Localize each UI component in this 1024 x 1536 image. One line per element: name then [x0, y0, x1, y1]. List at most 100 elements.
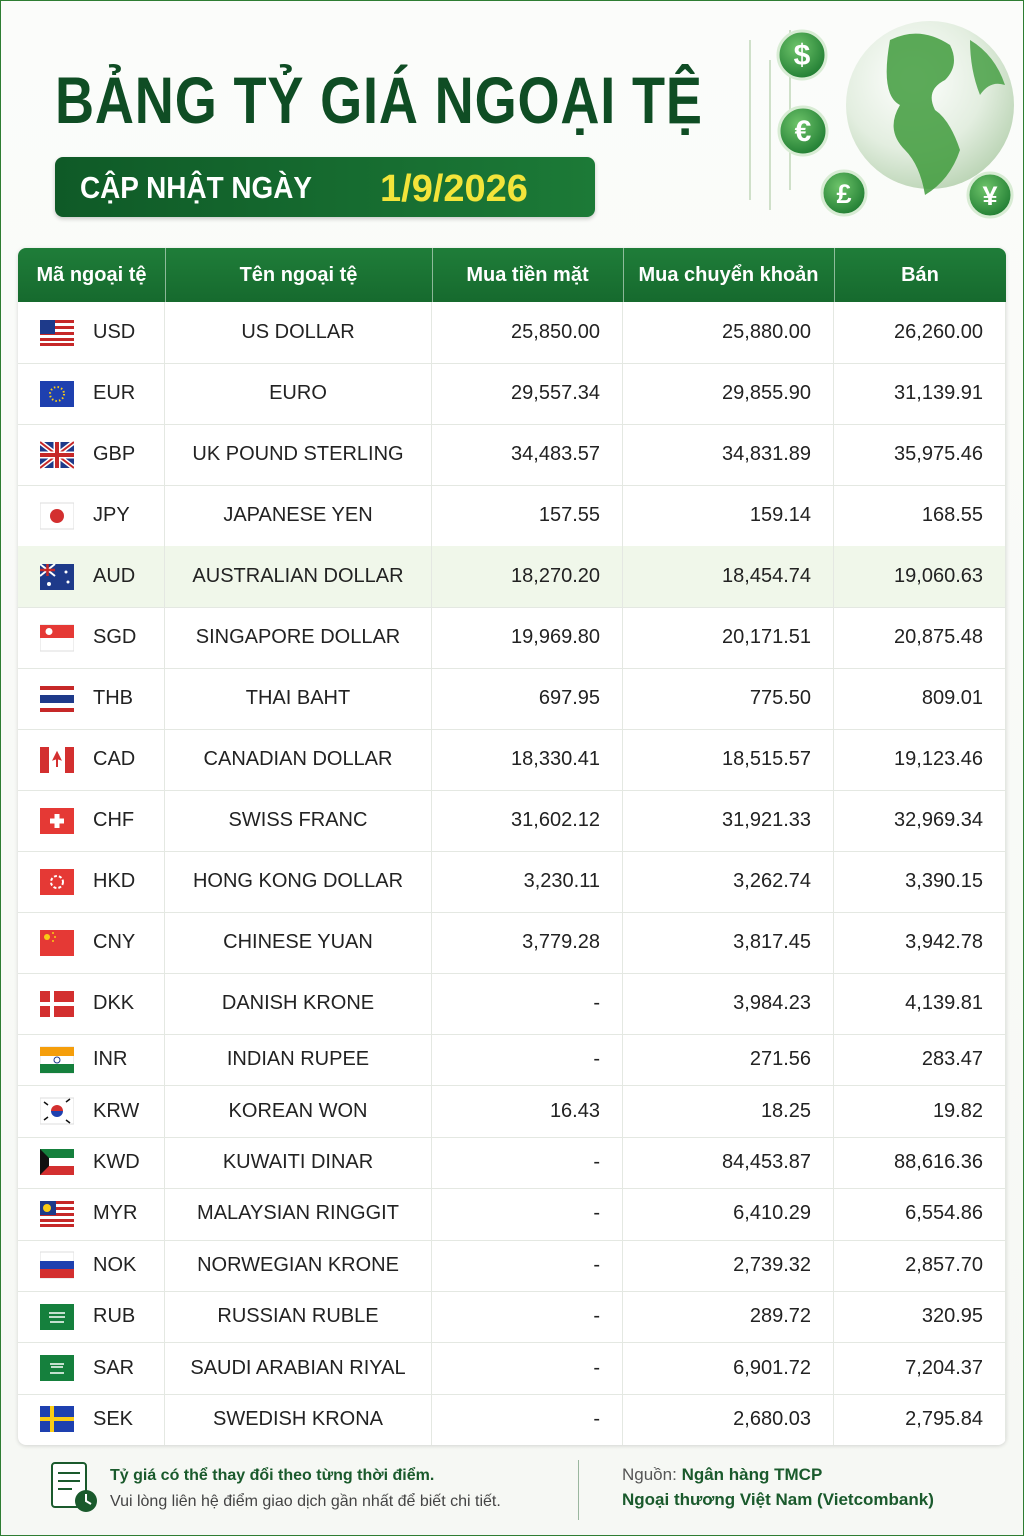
source-label: Nguồn:	[622, 1465, 677, 1484]
table-cell: CHINESE YUAN	[165, 912, 432, 973]
table-row: SGD SINGAPORE DOLLAR 19,969.80 20,171.51 20,…	[18, 607, 1006, 669]
table-cell: 168.55	[834, 485, 1006, 546]
table-cell: -	[432, 1136, 623, 1189]
table-cell: 2,680.03	[623, 1393, 834, 1445]
table-cell: 18,270.20	[432, 546, 623, 607]
table-cell: 29,557.34	[432, 363, 623, 424]
table-row: JPY JAPANESE YEN 157.55 159.14 168.55	[18, 485, 1006, 547]
table-cell: 775.50	[623, 668, 834, 729]
table-cell: 3,817.45	[623, 912, 834, 973]
flag-icon	[40, 1251, 74, 1279]
source: Ngân hàng TMCP	[681, 1465, 823, 1484]
table-cell: KOREAN WON	[165, 1085, 432, 1137]
table-cell: 19.82	[834, 1085, 1006, 1137]
table-cell: SWEDISH KRONA	[165, 1393, 432, 1445]
table-cell: INDIAN RUPEE	[165, 1034, 432, 1086]
column-header: Mua tiền mặt	[432, 248, 624, 302]
flag-icon	[40, 1149, 74, 1176]
flag-icon	[40, 319, 74, 346]
flag-icon	[40, 502, 74, 529]
table-cell: CAD	[18, 729, 165, 790]
table-cell: SWISS FRANC	[165, 790, 432, 851]
table-cell: 84,453.87	[623, 1136, 834, 1189]
table-cell: 3,262.74	[623, 851, 834, 912]
table-cell: -	[432, 1239, 623, 1291]
table-cell: HKD	[18, 851, 165, 912]
table-cell: 697.95	[432, 668, 623, 729]
table-cell: HONG KONG DOLLAR	[165, 851, 432, 912]
table-cell: 809.01	[834, 668, 1006, 729]
column-header: Tên ngoại tệ	[165, 248, 433, 302]
table-cell: 88,616.36	[834, 1136, 1006, 1189]
table-row: HKD HONG KONG DOLLAR 3,230.11 3,262.74 3,390…	[18, 851, 1006, 913]
coin-symbol: ¥	[982, 181, 997, 211]
table-cell: 289.72	[623, 1291, 834, 1343]
table-cell: 2,857.70	[834, 1239, 1006, 1291]
table-cell: EURO	[165, 363, 432, 424]
date-label: CẬP NHẬT NGÀY	[80, 170, 313, 205]
table-cell: RUB	[18, 1291, 165, 1343]
table-cell: EUR	[18, 363, 165, 424]
table-cell: 283.47	[834, 1034, 1006, 1086]
coin-symbol: $	[794, 39, 811, 72]
table-row: DKK DANISH KRONE -3,984.23 4,139.81	[18, 973, 1006, 1035]
table-cell: CHF	[18, 790, 165, 851]
table-cell: NORWEGIAN KRONE	[165, 1239, 432, 1291]
flag-icon	[40, 868, 74, 895]
table-cell: SINGAPORE DOLLAR	[165, 607, 432, 668]
table-cell: DKK	[18, 973, 165, 1034]
table-row: GBP UK POUND STERLING 34,483.57 34,831.89 35…	[18, 424, 1006, 486]
flag-icon	[40, 1406, 74, 1433]
table-cell: US DOLLAR	[165, 302, 432, 363]
coin-symbol: £	[836, 179, 851, 209]
table-cell: MYR	[18, 1188, 165, 1240]
table-cell: 6,554.86	[834, 1188, 1006, 1240]
table-cell: -	[432, 1342, 623, 1394]
table-cell: UK POUND STERLING	[165, 424, 432, 485]
table-cell: INR	[18, 1034, 165, 1086]
table-cell: 157.55	[432, 485, 623, 546]
table-cell: SAUDI ARABIAN RIYAL	[165, 1342, 432, 1394]
table-cell: -	[432, 1034, 623, 1086]
table-row: KRW KOREAN WON 16.43 18.25 19.82	[18, 1085, 1006, 1138]
table-cell: 3,390.15	[834, 851, 1006, 912]
table-cell: 3,779.28	[432, 912, 623, 973]
date: 1/9/2026	[380, 168, 528, 210]
table-row: CHF SWISS FRANC 31,602.12 31,921.33 32,969.3…	[18, 790, 1006, 852]
table-cell: 34,483.57	[432, 424, 623, 485]
table-cell: KRW	[18, 1085, 165, 1137]
header-row: Mã ngoại tệ Tên ngoại tệ Mua tiền mặt Mua c…	[18, 248, 1006, 302]
table-cell: 3,942.78	[834, 912, 1006, 973]
table-cell: 19,969.80	[432, 607, 623, 668]
flag-icon	[40, 1200, 74, 1227]
table-cell: 31,602.12	[432, 790, 623, 851]
table-cell: CNY	[18, 912, 165, 973]
table-row: CAD CANADIAN DOLLAR 18,330.41 18,515.57 19,1…	[18, 729, 1006, 791]
column-header: Bán	[834, 248, 1006, 302]
table-cell: 16.43	[432, 1085, 623, 1137]
source-line: Nguồn: Ngân hàng TMCP	[622, 1465, 822, 1485]
table-cell: 19,060.63	[834, 546, 1006, 607]
flag-icon	[40, 929, 74, 956]
globe-decoration: $ € £ ¥	[749, 21, 1014, 219]
divider	[578, 1460, 579, 1520]
table-cell: 18,454.74	[623, 546, 834, 607]
flag-icon	[40, 440, 74, 469]
table-row: SEK SWEDISH KRONA -2,680.03 2,795.84	[18, 1393, 1006, 1445]
note-title: Tỷ giá có thể thay đổi theo từng thời đi…	[110, 1467, 435, 1484]
table-row: SAR SAUDI ARABIAN RIYAL -6,901.72 7,204.37	[18, 1342, 1006, 1395]
rate-table: Mã ngoại tệ Tên ngoại tệ Mua tiền mặt Mua c…	[18, 248, 1006, 1445]
flag-icon	[40, 746, 74, 773]
table-cell: 4,139.81	[834, 973, 1006, 1034]
table-cell: -	[432, 1291, 623, 1343]
table-cell: 271.56	[623, 1034, 834, 1086]
table-cell: RUSSIAN RUBLE	[165, 1291, 432, 1343]
table-cell: 3,230.11	[432, 851, 623, 912]
table-cell: 3,984.23	[623, 973, 834, 1034]
flag-icon	[40, 990, 74, 1017]
note-text: Vui lòng liên hệ điểm giao dịch gần nhất…	[110, 1493, 501, 1510]
column-header: Mã ngoại tệ	[18, 248, 166, 302]
table-cell: 34,831.89	[623, 424, 834, 485]
table-row: THB THAI BAHT 697.95 775.50 809.01	[18, 668, 1006, 730]
